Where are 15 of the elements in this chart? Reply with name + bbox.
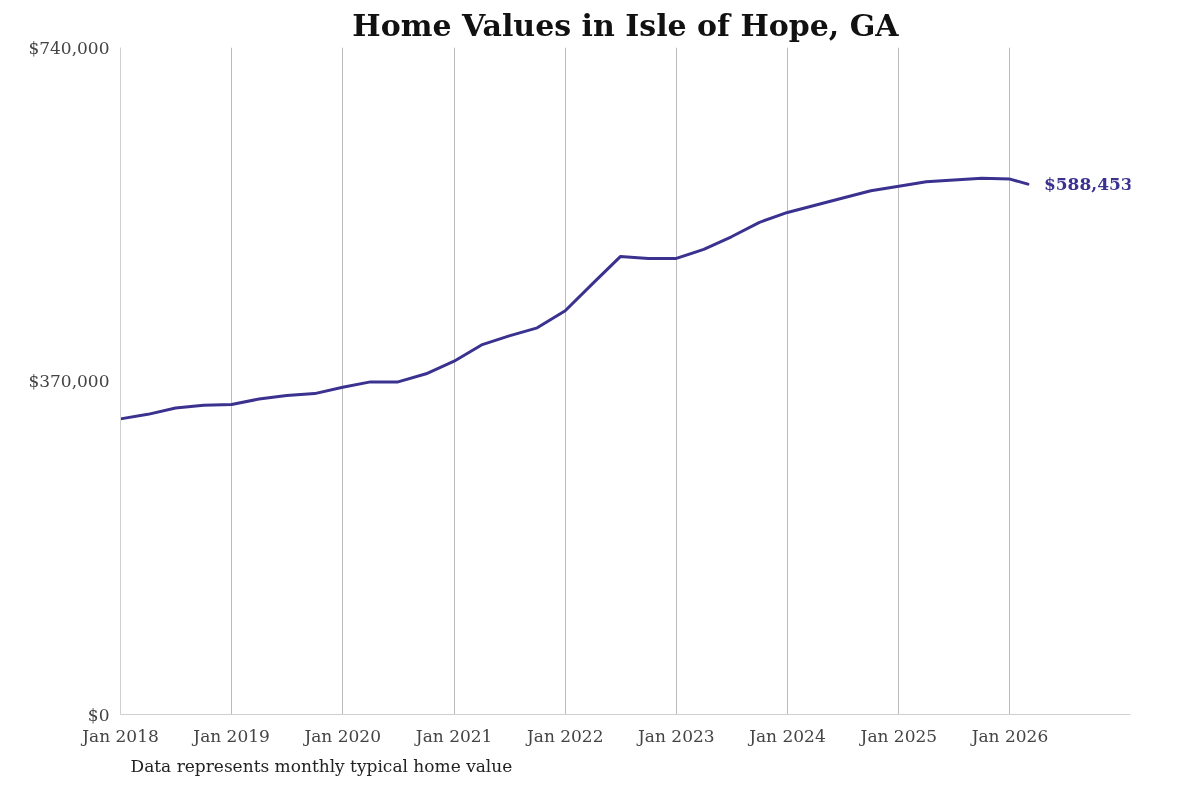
y-tick-label: $740,000	[28, 37, 110, 58]
x-tick-label: Jan 2023	[636, 725, 715, 746]
text: Data represents monthly typical home value	[130, 755, 513, 776]
x-tick-label: Jan 2021	[413, 725, 493, 746]
y-tick-label: $0	[87, 704, 110, 725]
x-tick-label: Jan 2024	[747, 725, 826, 746]
x-tick-label: Jan 2026	[969, 725, 1049, 746]
x-tick-label: Jan 2025	[858, 725, 938, 746]
x-tick-label: Jan 2019	[191, 725, 270, 746]
x-tick-label: Jan 2020	[302, 725, 382, 746]
y-tick-label: $370,000	[28, 371, 110, 391]
chart-title: Home Values in Isle of Hope, GA	[352, 7, 900, 43]
x-tick-label: Jan 2018	[80, 725, 159, 746]
line-series	[120, 176, 1030, 421]
x-tick-label: Jan 2022	[524, 725, 604, 746]
